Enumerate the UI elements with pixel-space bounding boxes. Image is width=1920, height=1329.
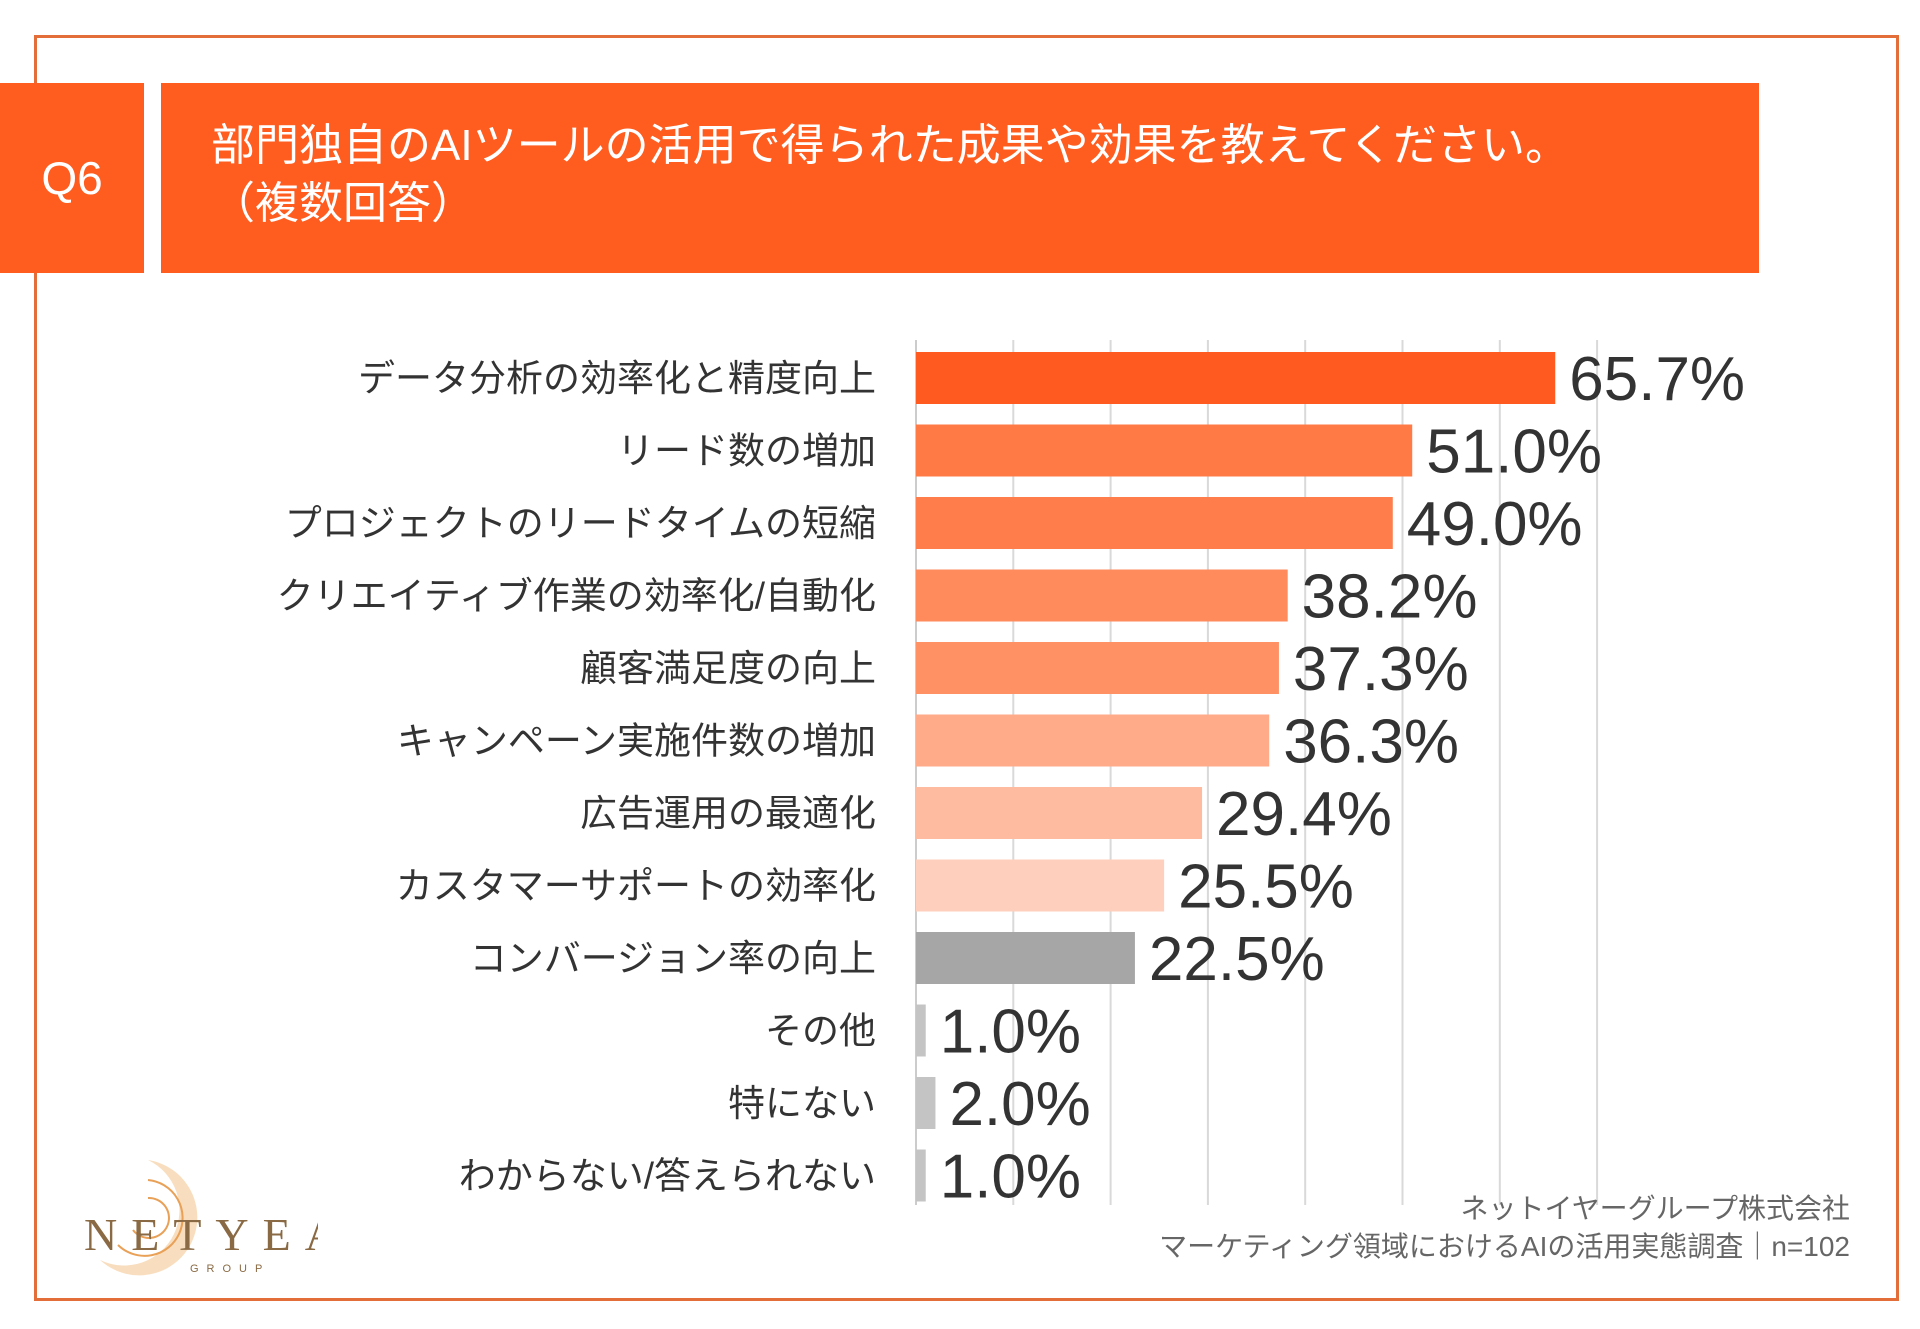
category-label: 広告運用の最適化 (580, 793, 876, 834)
netyear-logo: NETYEAR GROUP (78, 1150, 383, 1285)
category-label: キャンペーン実施件数の増加 (397, 721, 876, 762)
bar (916, 859, 1165, 912)
value-label: 65.7% (1569, 345, 1745, 414)
category-label: クリエイティブ作業の効率化/自動化 (277, 576, 876, 617)
category-label: 顧客満足度の向上 (580, 648, 876, 689)
value-label: 25.5% (1178, 853, 1354, 922)
title-banner: 部門独自のAIツールの活用で得られた成果や効果を教えてください。 （複数回答） (161, 83, 1759, 273)
value-label: 22.5% (1149, 925, 1325, 994)
category-label: カスタマーサポートの効率化 (396, 866, 876, 907)
bar (916, 714, 1270, 767)
title-line-1: 部門独自のAIツールの活用で得られた成果や効果を教えてください。 (211, 121, 1570, 170)
bar (916, 497, 1393, 549)
value-label: 38.2% (1302, 563, 1478, 632)
footer-survey: マーケティング領域におけるAIの活用実態調査｜n=102 (1159, 1231, 1850, 1262)
bar (916, 787, 1203, 839)
value-label: 1.0% (940, 1143, 1081, 1212)
bar (916, 569, 1288, 622)
value-label: 37.3% (1293, 635, 1469, 704)
bar (916, 642, 1279, 694)
value-label: 51.0% (1426, 418, 1602, 487)
category-label: プロジェクトのリードタイムの短縮 (285, 503, 876, 544)
value-label: 2.0% (949, 1070, 1090, 1139)
category-label: わからない/答えられない (459, 1156, 876, 1197)
logo-subtext: GROUP (190, 1263, 270, 1275)
category-label: コンバージョン率の向上 (470, 938, 876, 979)
category-label: 特にない (728, 1083, 876, 1124)
bar (916, 1149, 926, 1202)
title-line-2: （複数回答） (211, 179, 475, 228)
value-label: 29.4% (1216, 780, 1392, 849)
value-label: 49.0% (1407, 490, 1583, 559)
question-badge: Q6 (0, 83, 144, 273)
slide-frame (34, 35, 1899, 1301)
bar (916, 352, 1556, 404)
logo-mark: NETYEAR GROUP (84, 1160, 383, 1276)
category-label: データ分析の効率化と精度向上 (358, 358, 876, 399)
logo-text: NETYEAR (84, 1209, 318, 1260)
bar (916, 1077, 936, 1129)
value-label: 36.3% (1283, 708, 1459, 777)
footer: ネットイヤーグループ株式会社 マーケティング領域におけるAIの活用実態調査｜n=… (1159, 1190, 1850, 1266)
category-label: リード数の増加 (617, 431, 876, 472)
bar (916, 1004, 926, 1057)
bar (916, 932, 1135, 984)
category-label: その他 (765, 1011, 876, 1052)
bar (916, 424, 1413, 477)
footer-company: ネットイヤーグループ株式会社 (1460, 1193, 1850, 1224)
value-label: 1.0% (940, 998, 1081, 1067)
